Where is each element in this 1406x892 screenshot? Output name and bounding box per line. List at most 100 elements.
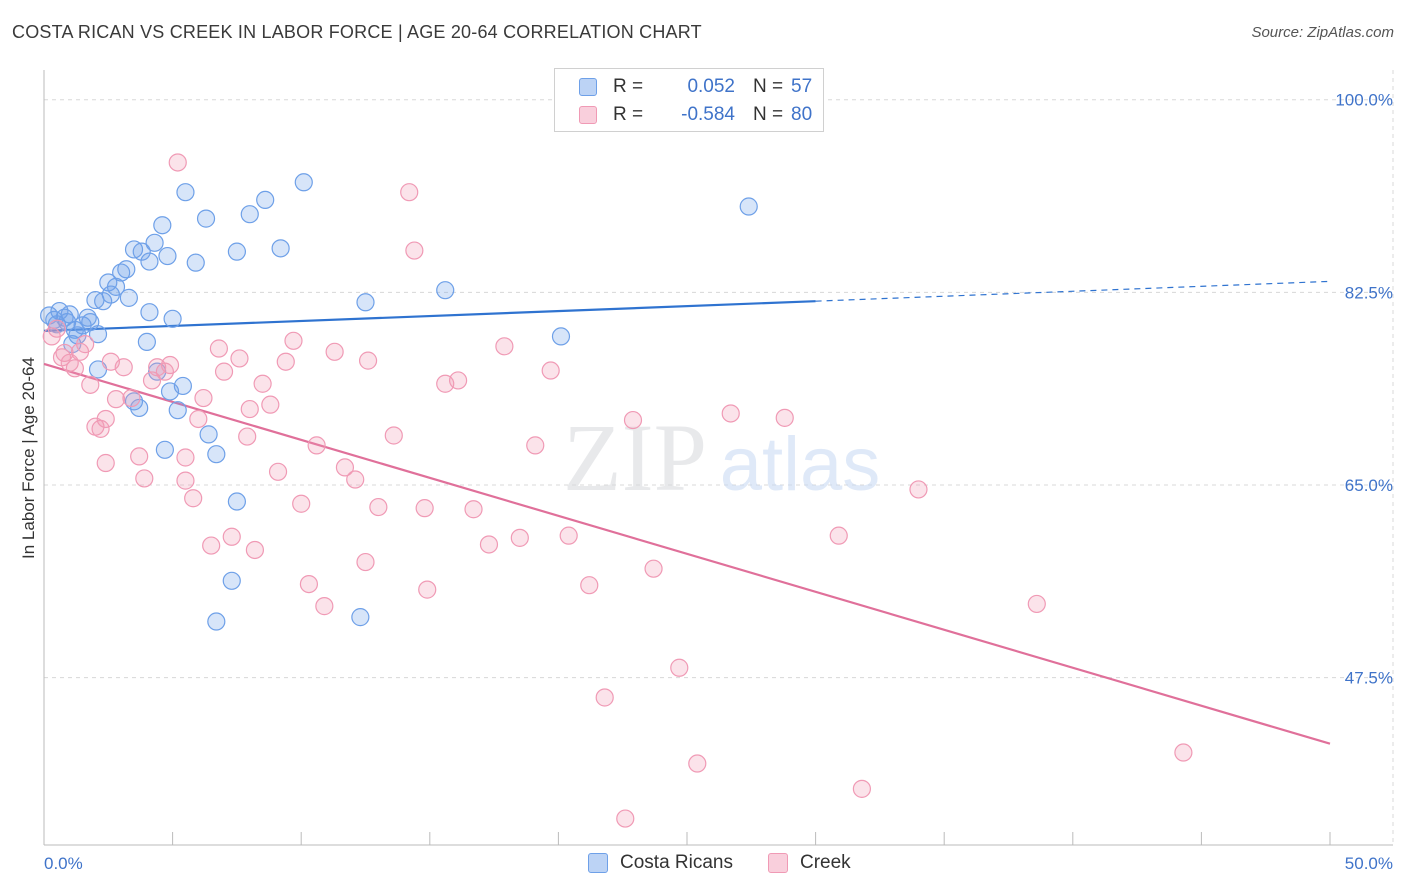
costa-rican-point [207,612,226,631]
costa-rican-point [199,425,218,444]
creek-point [510,528,529,547]
legend-swatch-blue [579,78,597,96]
creek-point [315,597,334,616]
legend-r-value: 0.052 [687,76,735,97]
creek-point [202,536,221,555]
creek-point [160,355,180,375]
legend-swatch-pink [579,106,597,124]
creek-point [168,153,187,172]
costa-rican-point [436,281,455,300]
legend-r-label: R = [613,104,644,125]
source-label: Source: ZipAtlas.com [1251,24,1394,41]
data-points [40,153,1193,828]
creek-point [106,390,126,409]
costa-rican-trend-extension [815,280,1331,302]
creek-point [688,754,707,773]
legend-r-value: -0.584 [681,104,735,125]
creek-point [194,388,213,408]
creek-point [55,343,74,363]
creek-point [415,499,434,518]
creek-point [559,526,578,545]
bottom-legend: Costa Ricans Creek [0,852,1406,878]
costa-rican-point [227,492,246,511]
creek-point [580,576,599,595]
creek-point [448,371,468,390]
creek-point [595,688,614,707]
axes [43,70,1393,846]
bottom-legend-creek: Creek [768,852,851,874]
creek-point [307,436,326,455]
creek-point [299,574,319,594]
creek-point [253,374,272,393]
costa-rican-point [294,173,313,192]
creek-trend-line [43,362,1331,745]
creek-point [189,409,208,429]
creek-point [81,375,100,394]
creek-point [670,658,689,677]
costa-rican-point [158,246,177,266]
costa-rican-point [256,190,275,210]
creek-point [623,410,643,430]
gridlines: 100.0% 82.5% 65.0% 47.5% [44,70,1394,845]
costa-rican-point [132,242,151,261]
creek-point [76,335,95,354]
creek-point [176,471,195,490]
costa-rican-point [168,401,187,420]
chart-title: COSTA RICAN VS CREEK IN LABOR FORCE | AG… [12,22,702,42]
creek-point [1174,743,1193,762]
creek-point [1027,594,1046,614]
trend-lines [43,280,1331,745]
costa-rican-point [140,252,159,271]
creek-point [616,809,635,828]
creek-point [829,526,848,545]
legend-n-value: 57 [791,76,813,97]
creek-point [369,497,388,517]
legend-n-label: N = [753,76,784,97]
creek-point [245,540,265,560]
creek-point [384,426,403,445]
creek-point [852,779,871,798]
costa-rican-point [119,288,138,307]
watermark-zip: ZIP [563,404,707,511]
legend-r-label: R = [613,76,644,97]
creek-point [495,337,514,356]
creek-point [276,352,295,371]
costa-rican-point [88,325,108,344]
costa-rican-point [356,293,375,312]
costa-rican-point [140,303,159,322]
watermark-atlas: atlas [720,422,881,507]
y-tick-label: 100.0% [1335,91,1393,110]
costa-rican-point [227,242,246,261]
bottom-legend-swatch-blue [588,853,608,873]
costa-rican-point [106,277,126,296]
costa-rican-trend-line [43,300,816,333]
legend-n-label: N = [753,104,784,125]
creek-point [184,489,203,508]
creek-point [335,458,355,477]
creek-point [114,358,133,377]
axis-labels: In Labor Force | Age 20-64 0.0% 50.0% [19,357,1393,873]
creek-point [356,552,375,572]
creek-point [400,183,419,202]
creek-point [325,342,344,361]
creek-point [122,388,141,408]
creek-point [209,339,228,358]
costa-rican-point [551,327,571,346]
x-tick-min: 0.0% [44,854,83,873]
creek-point [230,349,249,368]
creek-point [405,241,424,260]
bottom-legend-label: Creek [800,852,851,873]
creek-point [346,470,365,489]
creek-point [238,427,257,446]
costa-rican-point [351,608,370,627]
legend-row-costa-ricans: R = 0.052 N = 57 [579,73,812,101]
creek-point [130,447,149,466]
creek-point [644,559,663,578]
costa-rican-point [207,445,226,464]
creek-point [292,494,311,513]
legend-n-value: 80 [791,104,813,125]
creek-point [268,462,288,481]
costa-rican-point [240,205,259,224]
costa-rican-point [739,197,758,216]
